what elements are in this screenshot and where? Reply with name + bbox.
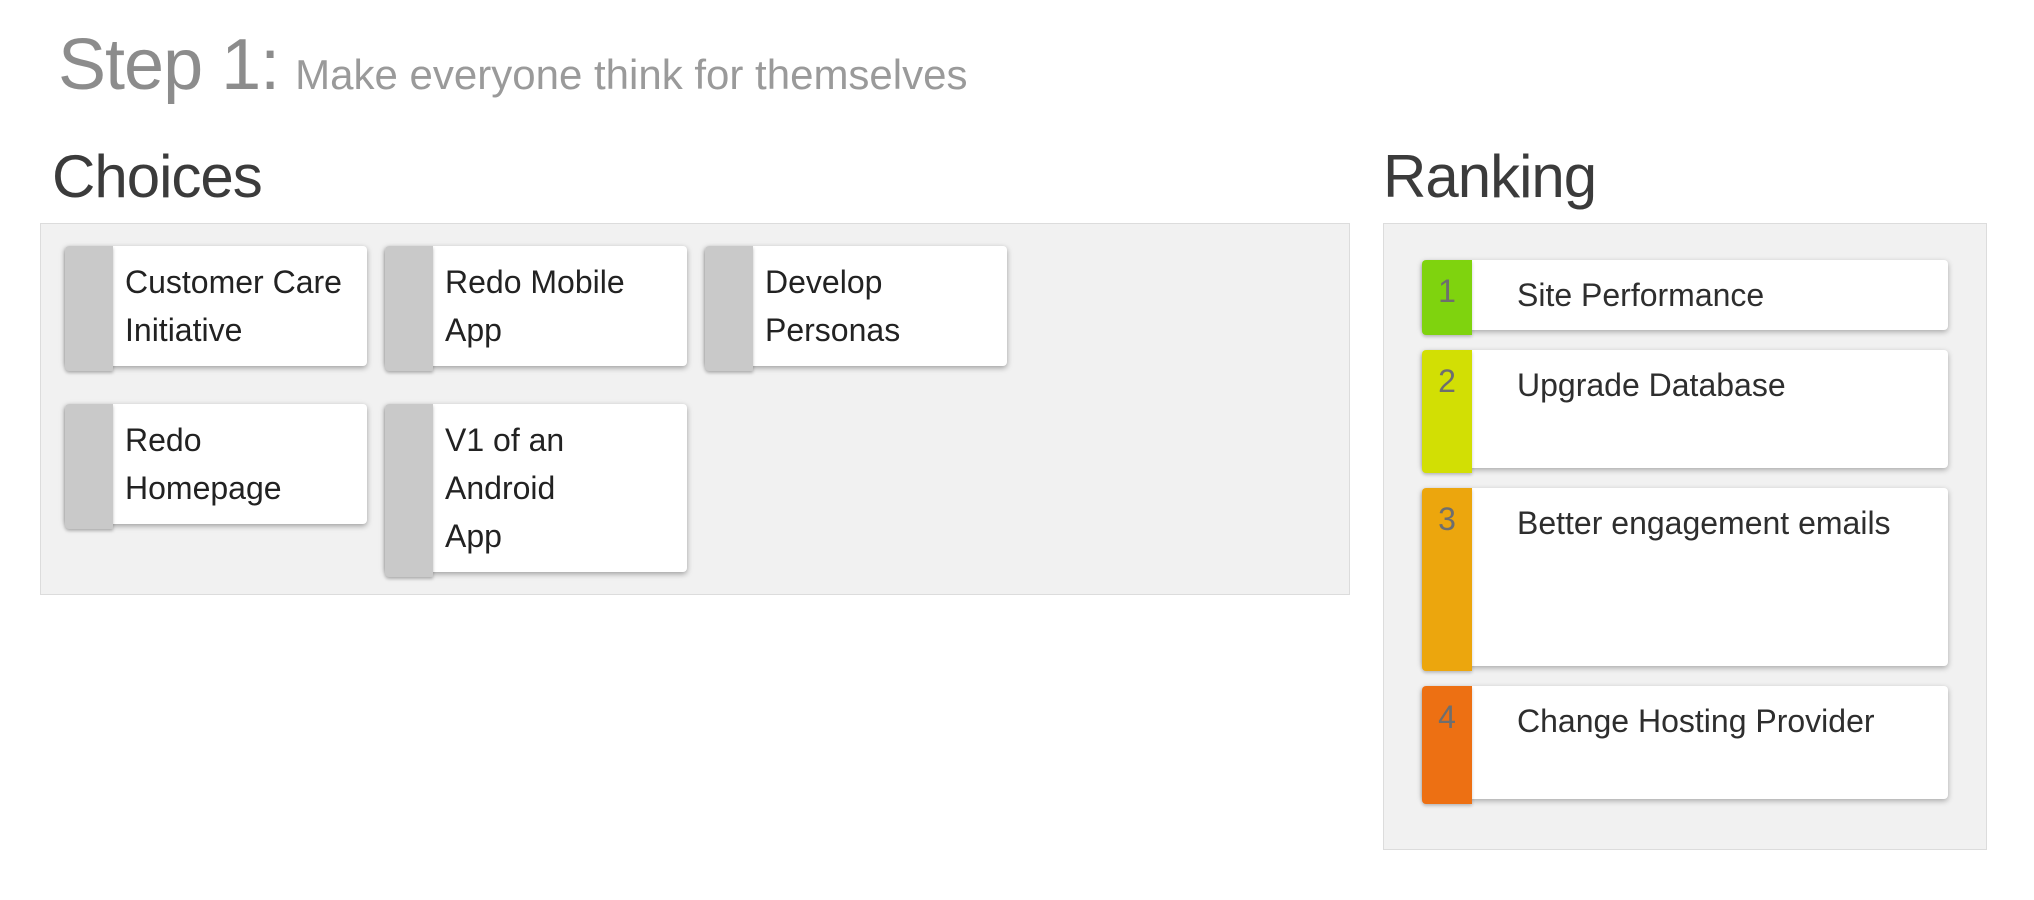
choices-title: Choices: [52, 143, 263, 210]
ranking-item-label: Upgrade Database: [1517, 367, 1786, 403]
ranking-item-change-hosting-provider[interactable]: 4 Change Hosting Provider: [1422, 686, 1948, 804]
choice-card-label: V1 of an Android App: [445, 422, 565, 554]
rank-number-tab: 4: [1422, 686, 1472, 804]
choice-card-redo-mobile-app[interactable]: Redo Mobile App: [385, 246, 687, 371]
ranking-title: Ranking: [1383, 143, 1597, 210]
choice-card-v1-android-app[interactable]: V1 of an Android App: [385, 404, 687, 577]
rank-number: 4: [1438, 699, 1456, 735]
main-columns: Choices Customer Care Initiative Redo Mo…: [40, 106, 2034, 850]
step-header: Step 1: Make everyone think for themselve…: [58, 24, 2034, 106]
choice-card-label: Redo Mobile App: [445, 264, 625, 348]
ranking-panel: 1 Site Performance 2 Upgrade Database 3 …: [1383, 223, 1987, 850]
choice-card-label: Develop Personas: [765, 264, 901, 348]
drag-handle-icon[interactable]: [705, 246, 753, 371]
rank-number-tab: 1: [1422, 260, 1472, 335]
rank-number: 1: [1438, 273, 1456, 309]
ranking-item-site-performance[interactable]: 1 Site Performance: [1422, 260, 1948, 335]
rank-number-tab: 2: [1422, 350, 1472, 473]
rank-number: 3: [1438, 501, 1456, 537]
rank-number-tab: 3: [1422, 488, 1472, 671]
rank-number: 2: [1438, 363, 1456, 399]
drag-handle-icon[interactable]: [65, 246, 113, 371]
choice-card-customer-care[interactable]: Customer Care Initiative: [65, 246, 367, 371]
ranking-item-label: Site Performance: [1517, 277, 1765, 313]
drag-handle-icon[interactable]: [385, 404, 433, 577]
choices-section: Choices Customer Care Initiative Redo Mo…: [40, 106, 1350, 850]
ranking-item-upgrade-database[interactable]: 2 Upgrade Database: [1422, 350, 1948, 473]
drag-handle-icon[interactable]: [385, 246, 433, 371]
step-subtitle: Make everyone think for themselves: [295, 51, 968, 98]
ranking-section: Ranking 1 Site Performance 2 Upgrade Dat…: [1383, 106, 1987, 850]
choice-card-redo-homepage[interactable]: Redo Homepage: [65, 404, 367, 529]
ranking-item-label: Better engagement emails: [1517, 505, 1891, 541]
step-number-label: Step 1:: [58, 25, 280, 105]
ranking-item-label: Change Hosting Provider: [1517, 703, 1875, 739]
drag-handle-icon[interactable]: [65, 404, 113, 529]
ranking-item-better-engagement-emails[interactable]: 3 Better engagement emails: [1422, 488, 1948, 671]
choice-card-label: Customer Care Initiative: [125, 264, 342, 348]
choices-panel: Customer Care Initiative Redo Mobile App…: [40, 223, 1350, 595]
choice-card-develop-personas[interactable]: Develop Personas: [705, 246, 1007, 371]
choice-card-label: Redo Homepage: [125, 422, 282, 506]
